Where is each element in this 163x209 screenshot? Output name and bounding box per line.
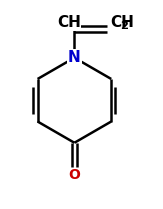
Text: CH: CH: [57, 15, 81, 31]
Text: CH: CH: [110, 15, 134, 31]
Text: N: N: [68, 50, 81, 65]
Text: 2: 2: [120, 21, 128, 31]
Text: O: O: [68, 168, 80, 182]
